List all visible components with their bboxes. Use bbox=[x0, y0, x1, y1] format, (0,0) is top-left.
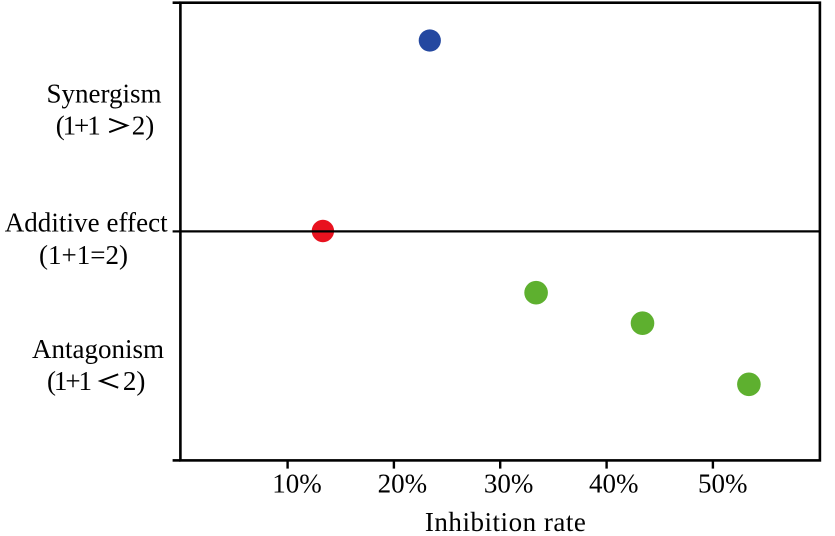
svg-text:(1+1: (1+1 bbox=[56, 110, 101, 140]
svg-text:(1+1=2): (1+1=2) bbox=[39, 240, 128, 270]
svg-text:(1+1: (1+1 bbox=[47, 366, 92, 396]
svg-text:Antagonism: Antagonism bbox=[32, 334, 164, 364]
svg-text:2): 2) bbox=[132, 110, 155, 140]
svg-text:30%: 30% bbox=[484, 468, 534, 498]
svg-text:Synergism: Synergism bbox=[46, 78, 161, 108]
svg-text:10%: 10% bbox=[272, 468, 322, 498]
svg-text:2): 2) bbox=[123, 366, 145, 396]
svg-text:50%: 50% bbox=[698, 468, 748, 498]
svg-text:40%: 40% bbox=[589, 468, 639, 498]
svg-text:Inhibition rate: Inhibition rate bbox=[425, 507, 586, 536]
svg-text:Additive effect: Additive effect bbox=[5, 208, 168, 238]
svg-text:20%: 20% bbox=[378, 468, 428, 498]
